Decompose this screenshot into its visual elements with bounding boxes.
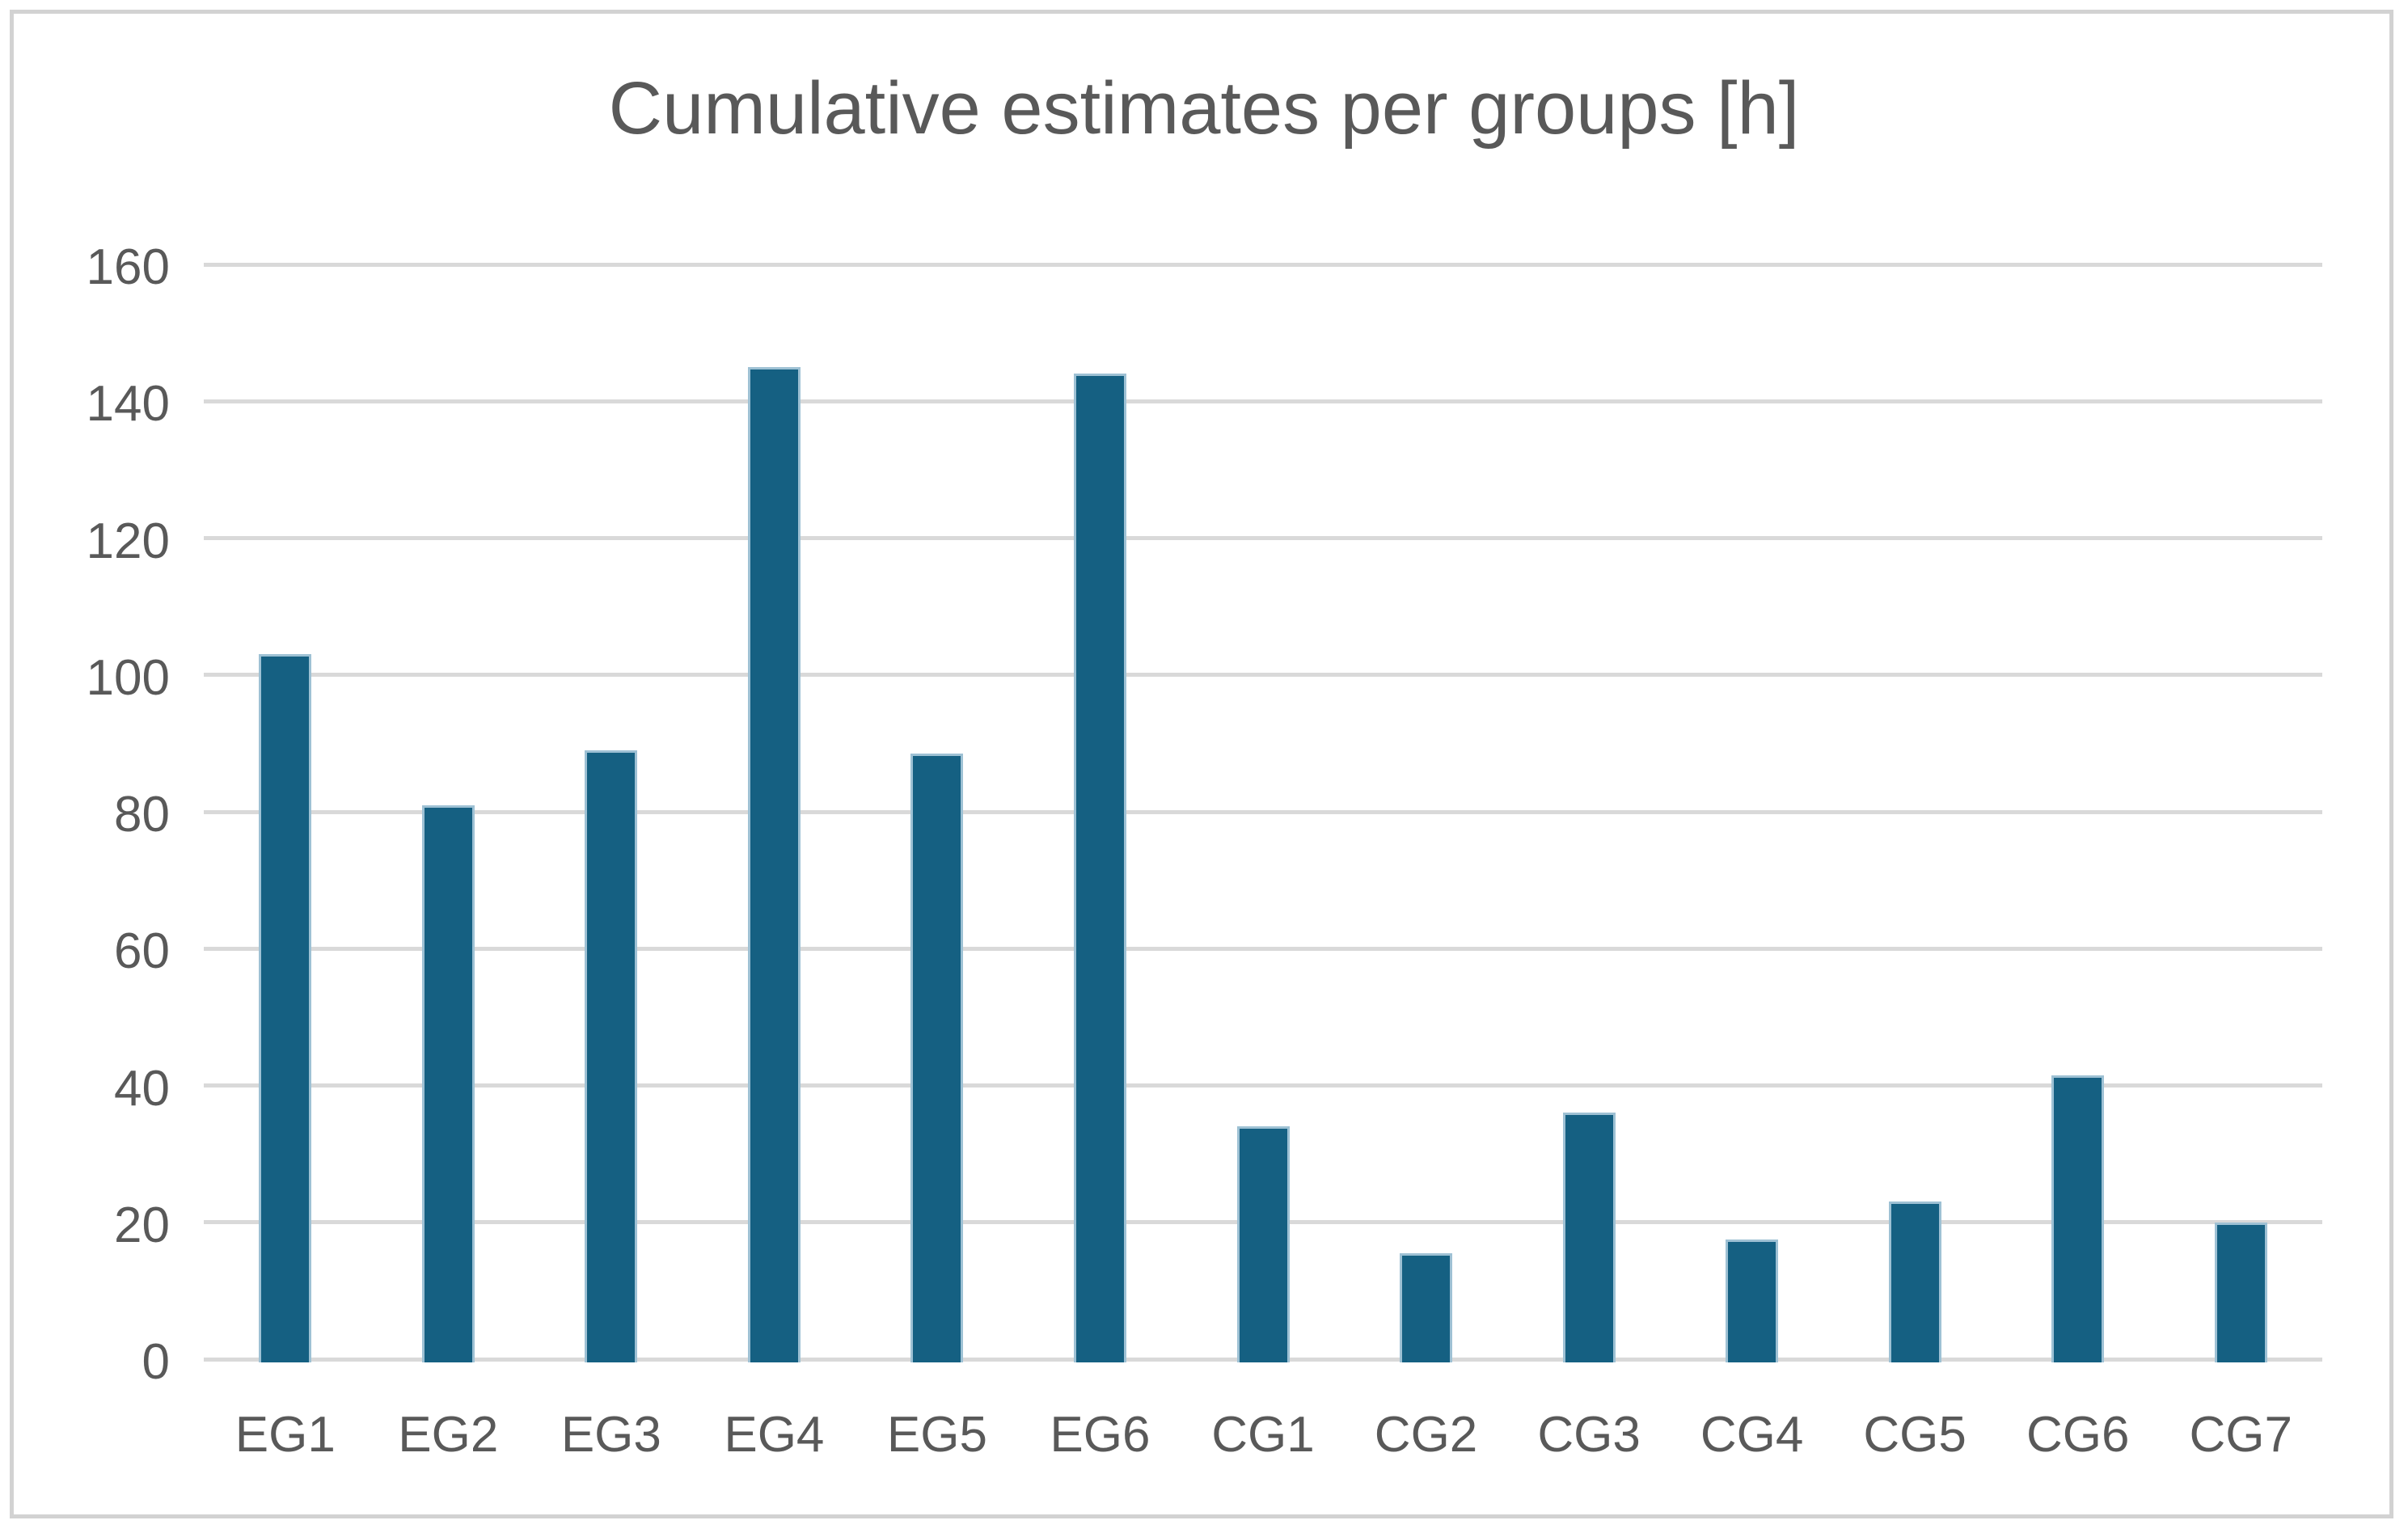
bar-CG2 [1400, 1252, 1453, 1362]
chart-frame-border [10, 10, 2393, 1518]
x-tick-label-CG4: CG4 [1700, 1407, 1804, 1463]
gridline-80 [204, 809, 2322, 814]
bar-CG1 [1236, 1126, 1290, 1362]
gridline-40 [204, 1083, 2322, 1087]
bar-EG4 [747, 366, 801, 1362]
x-tick-label-CG5: CG5 [1863, 1407, 1967, 1463]
bar-EG2 [421, 805, 475, 1362]
y-tick-label-140: 140 [86, 376, 170, 433]
x-tick-label-CG7: CG7 [2189, 1407, 2292, 1463]
gridline-120 [204, 536, 2322, 540]
y-tick-label-160: 160 [86, 239, 170, 295]
x-tick-label-EG2: EG2 [398, 1407, 499, 1463]
x-tick-label-CG3: CG3 [1537, 1407, 1641, 1463]
x-tick-label-EG3: EG3 [560, 1407, 661, 1463]
y-tick-label-20: 20 [114, 1197, 170, 1253]
bar-EG3 [585, 750, 638, 1362]
bar-CG6 [2051, 1075, 2105, 1362]
bar-CG7 [2214, 1222, 2267, 1362]
plot-area [204, 262, 2322, 1362]
bar-CG4 [1726, 1239, 1779, 1362]
y-tick-label-120: 120 [86, 513, 170, 569]
bar-EG1 [259, 654, 312, 1362]
chart-title: Cumulative estimates per groups [h] [608, 67, 1800, 150]
y-tick-label-40: 40 [114, 1060, 170, 1117]
x-tick-label-EG1: EG1 [234, 1407, 336, 1463]
bar-EG5 [910, 754, 964, 1362]
y-tick-label-80: 80 [114, 787, 170, 843]
y-tick-label-60: 60 [114, 923, 170, 980]
bar-CG3 [1562, 1113, 1616, 1362]
gridline-100 [204, 673, 2322, 678]
x-tick-label-EG5: EG5 [886, 1407, 987, 1463]
gridline-160 [204, 262, 2322, 267]
bar-CG5 [1888, 1201, 1941, 1362]
x-tick-label-CG1: CG1 [1211, 1407, 1315, 1463]
x-tick-label-EG6: EG6 [1050, 1407, 1151, 1463]
bar-EG6 [1073, 374, 1126, 1362]
x-tick-label-EG4: EG4 [724, 1407, 825, 1463]
y-tick-label-0: 0 [142, 1334, 170, 1390]
gridline-140 [204, 399, 2322, 403]
gridline-60 [204, 946, 2322, 951]
y-tick-label-100: 100 [86, 649, 170, 706]
x-tick-label-CG2: CG2 [1374, 1407, 1478, 1463]
x-tick-label-CG6: CG6 [2026, 1407, 2130, 1463]
